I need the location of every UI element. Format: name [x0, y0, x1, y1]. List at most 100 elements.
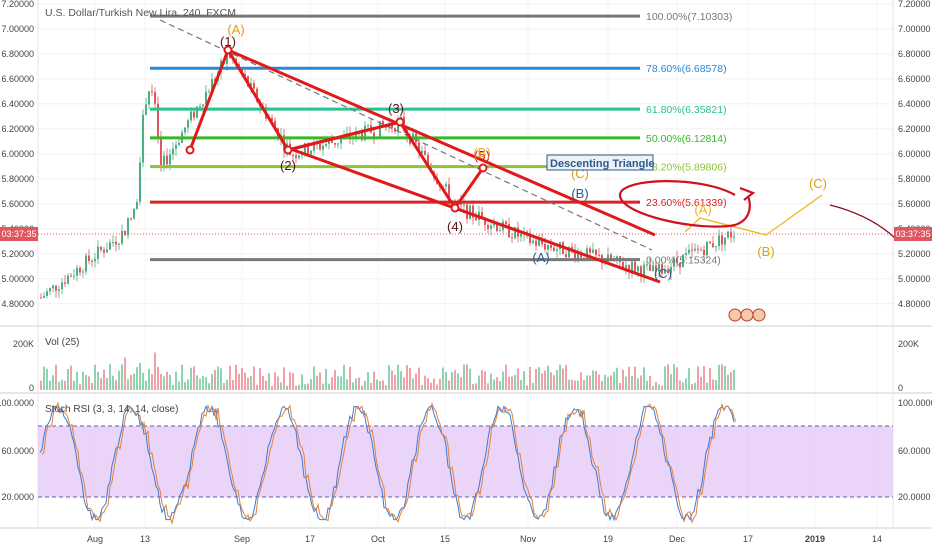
candle-body	[532, 240, 534, 244]
candle-body	[721, 235, 723, 245]
candle-body	[481, 211, 483, 218]
candle-body	[547, 245, 549, 250]
candle-body	[178, 142, 180, 145]
candle-body	[385, 126, 387, 128]
candle-body	[109, 242, 111, 250]
candle-body	[589, 248, 591, 253]
candle-body	[166, 155, 168, 165]
volume-bar	[289, 372, 291, 390]
candle-body	[544, 243, 546, 250]
candle-body	[325, 143, 327, 146]
volume-bar	[148, 368, 150, 390]
volume-bar	[604, 374, 606, 390]
volume-bar	[307, 383, 309, 390]
volume-bar	[94, 364, 96, 390]
volume-bar	[649, 375, 651, 390]
candle-body	[511, 237, 513, 239]
volume-bar	[136, 367, 138, 390]
volume-bar	[217, 366, 219, 390]
volume-bar	[130, 375, 132, 390]
candle-body	[127, 218, 129, 236]
volume-bar	[118, 370, 120, 390]
price-tick-right: 4.80000	[898, 299, 931, 309]
time-label-right: 03:37:35	[895, 229, 930, 239]
candle-body	[301, 154, 303, 156]
volume-bar	[274, 372, 276, 390]
volume-bar	[664, 366, 666, 390]
volume-bar	[442, 367, 444, 390]
volume-bar	[571, 379, 573, 390]
fib-level-label: 100.00%(7.10303)	[646, 11, 732, 23]
volume-bar	[151, 374, 153, 390]
time-tick: Aug	[87, 534, 103, 544]
time-label-left-bg	[0, 227, 38, 241]
economic-events[interactable]	[728, 308, 766, 322]
volume-bar	[694, 382, 696, 390]
candle-body	[193, 111, 195, 118]
volume-bar	[166, 371, 168, 390]
volume-bar	[340, 376, 342, 390]
volume-bar	[526, 385, 528, 390]
price-tick-left: 5.20000	[1, 249, 34, 259]
candle-body	[205, 91, 207, 105]
volume-bar	[277, 376, 279, 390]
candle-body	[526, 231, 528, 234]
volume-bar	[655, 381, 657, 390]
candle-body	[307, 143, 309, 155]
volume-bar	[469, 368, 471, 390]
volume-bar	[715, 379, 717, 390]
wave-label-5: (5)	[474, 148, 490, 163]
candle-body	[211, 79, 213, 92]
flag-icon	[728, 308, 742, 322]
candle-body	[292, 155, 294, 157]
rsi-tick: 60.0000	[1, 446, 34, 456]
price-tick-left: 7.00000	[1, 24, 34, 34]
candle-body	[643, 264, 645, 277]
volume-bar	[109, 364, 111, 390]
candle-body	[340, 138, 342, 144]
time-tick: 13	[140, 534, 150, 544]
volume-bar	[433, 378, 435, 390]
candle-body	[625, 265, 627, 268]
volume-bar	[661, 385, 663, 390]
time-label-left: 03:37:35	[1, 229, 36, 239]
candle-body	[334, 142, 336, 145]
rsi-tick: 20.0000	[898, 492, 931, 502]
volume-bar	[394, 374, 396, 390]
candle-body	[169, 154, 171, 165]
candle-body	[709, 241, 711, 244]
volume-bar	[364, 380, 366, 390]
candle-body	[661, 264, 663, 274]
candle-body	[364, 125, 366, 140]
candle-body	[46, 291, 48, 297]
candle-body	[553, 247, 555, 251]
volume-bar	[211, 374, 213, 390]
volume-tick-left-top: 200K	[13, 339, 34, 349]
volume-bar	[127, 379, 129, 390]
candle-body	[718, 235, 720, 247]
chart-title: U.S. Dollar/Turkish New Lira, 240, FXCM	[45, 7, 236, 19]
candle-body	[85, 255, 87, 272]
candle-body	[727, 231, 729, 238]
volume-bar	[475, 383, 477, 390]
fibonacci-levels: 100.00%(7.10303) 78.60%(6.68578) 61.80%(6.…	[150, 11, 732, 267]
candle-body	[691, 249, 693, 251]
candle-body	[418, 142, 420, 154]
candle-body	[535, 240, 537, 246]
volume-bar	[61, 379, 63, 390]
wave-label-2: (2)	[280, 158, 296, 173]
wave-label-forecast-c: (C)	[809, 176, 827, 191]
volume-bar	[121, 364, 123, 390]
volume-bar	[637, 378, 639, 390]
volume-bar	[82, 371, 84, 390]
candle-body	[427, 154, 429, 165]
candle-body	[475, 217, 477, 220]
candle-body	[199, 106, 201, 108]
volume-bar	[562, 368, 564, 390]
volume-bar	[718, 364, 720, 390]
volume-bar	[124, 357, 126, 390]
candle-body	[373, 132, 375, 138]
price-tick-right: 6.20000	[898, 124, 931, 134]
price-tick-right: 6.00000	[898, 149, 931, 159]
